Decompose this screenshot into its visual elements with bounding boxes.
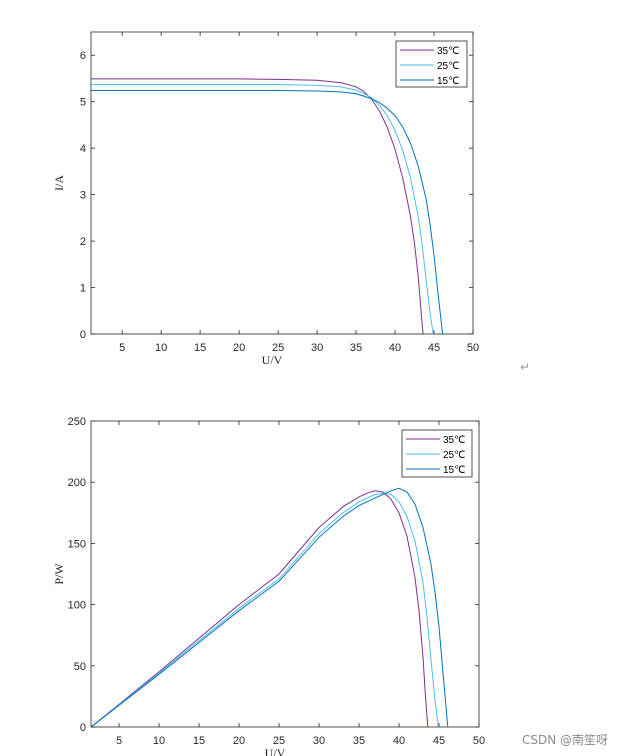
- legend-label-15: 15℃: [437, 76, 459, 87]
- y-tick-label: 3: [80, 190, 86, 202]
- x-tick-label: 45: [433, 735, 445, 747]
- series-line-25: [91, 492, 439, 727]
- y-tick-label: 0: [80, 329, 86, 341]
- x-tick-label: 45: [428, 342, 440, 354]
- x-tick-label: 35: [350, 342, 362, 354]
- y-axis-title: P/W: [52, 563, 66, 585]
- y-tick-label: 6: [80, 50, 86, 62]
- series-line-15: [91, 487, 449, 727]
- series-line-15: [91, 90, 444, 334]
- x-tick-label: 15: [194, 342, 206, 354]
- x-tick-label: 40: [389, 342, 401, 354]
- y-tick-label: 5: [80, 97, 86, 109]
- y-tick-label: 4: [80, 143, 86, 155]
- y-tick-label: 150: [68, 538, 86, 550]
- watermark: CSDN @南笙呀: [522, 733, 609, 747]
- chart-1: 5 10 15 20 25 30 35 40 45 500123456U/VI/A35℃25℃15…: [52, 31, 479, 367]
- x-tick-label: 5: [116, 735, 122, 747]
- y-tick-label: 0: [80, 722, 86, 734]
- y-tick-label: 100: [68, 600, 86, 612]
- x-tick-label: 20: [233, 342, 245, 354]
- legend-label-35: 35℃: [443, 435, 465, 446]
- chart-2: 5 10 15 20 25 30 35 40 45 50 0 50 100 150 200 250 U/V P/W…: [52, 416, 485, 756]
- y-axis-title: I/A: [52, 175, 66, 191]
- legend-box: [395, 40, 468, 88]
- x-tick-label: 40: [393, 735, 405, 747]
- legend-label-35: 35℃: [437, 46, 459, 57]
- series-line-35: [91, 490, 429, 727]
- x-tick-label: 35: [353, 735, 365, 747]
- y-tick-label: 250: [68, 416, 86, 428]
- legend-label-15: 15℃: [443, 465, 465, 476]
- x-axis-title: U/V: [262, 353, 283, 367]
- x-tick-label: 10: [153, 735, 165, 747]
- y-tick-label: 50: [74, 661, 86, 673]
- x-tick-label: 15: [193, 735, 205, 747]
- series-line-35: [91, 78, 424, 334]
- legend-label-25: 25℃: [437, 61, 459, 72]
- x-tick-label: 50: [467, 342, 479, 354]
- x-axis-title: U/V: [265, 746, 286, 756]
- series-line-25: [91, 84, 434, 334]
- x-tick-label: 10: [155, 342, 167, 354]
- y-tick-label: 2: [80, 236, 86, 248]
- x-tick-label: 20: [233, 735, 245, 747]
- x-tick-label: 25: [273, 735, 285, 747]
- x-tick-label: 5: [119, 342, 125, 354]
- x-tick-label: 30: [313, 735, 325, 747]
- x-tick-label: 25: [272, 342, 284, 354]
- x-tick-label: 50: [473, 735, 485, 747]
- return-mark: ↵: [520, 360, 531, 374]
- x-tick-label: 30: [311, 342, 323, 354]
- y-tick-label: 1: [80, 283, 86, 295]
- y-tick-label: 200: [68, 477, 86, 489]
- legend-label-25: 25℃: [443, 450, 465, 461]
